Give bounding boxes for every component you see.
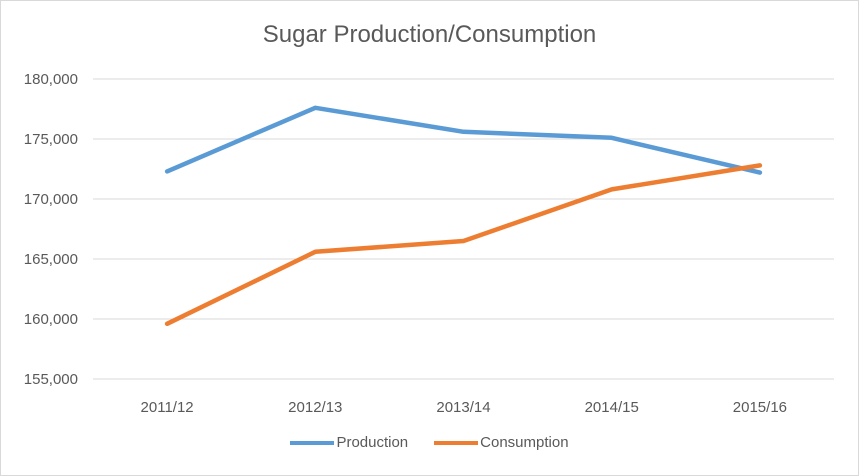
legend-swatch-series-1 [434,440,479,445]
series-lines [164,105,763,327]
series-line-consumption [164,163,763,327]
legend-label-series-0: Production [336,434,409,451]
y-tick-label: 165,000 [24,251,78,268]
x-tick-label: 2011/12 [141,399,194,416]
y-axis-tick-labels: 155,000 160,000 165,000 170,000 175,000 180,0… [24,71,78,388]
series-line-production [164,105,763,175]
y-tick-label: 180,000 [24,71,78,88]
y-tick-label: 160,000 [24,311,78,328]
x-tick-label: 2014/15 [585,399,639,416]
legend-label-series-1: Consumption [480,434,569,451]
y-tick-label: 155,000 [24,371,78,388]
x-axis-tick-labels: 2011/12 2012/13 2013/14 2014/15 2015/16 [141,399,787,416]
legend-item-series-0: Production [290,434,408,451]
x-tick-label: 2015/16 [733,399,787,416]
x-tick-label: 2013/14 [436,399,490,416]
legend: Production Consumption [1,434,858,451]
chart-title: Sugar Production/Consumption [262,21,597,48]
legend-item-series-1: Consumption [434,434,569,451]
gridlines [93,78,834,380]
y-tick-label: 170,000 [24,191,78,208]
y-tick-label: 175,000 [24,131,78,148]
x-tick-label: 2012/13 [288,399,342,416]
legend-swatch-series-0 [290,440,335,445]
